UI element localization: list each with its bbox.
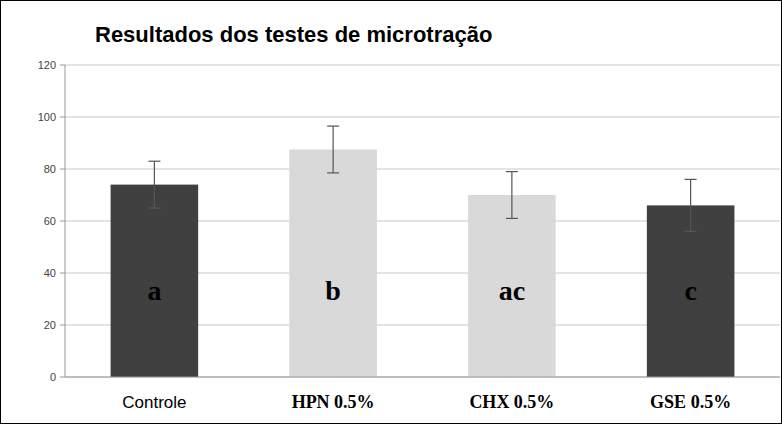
bar bbox=[468, 195, 556, 377]
grid-line bbox=[65, 377, 780, 378]
frame bbox=[1, 1, 782, 424]
tick-mark bbox=[60, 117, 65, 118]
bar bbox=[111, 185, 199, 377]
tick-mark bbox=[60, 65, 65, 66]
category-label: CHX 0.5% bbox=[469, 392, 554, 412]
error-bar-line bbox=[333, 126, 334, 173]
category-label: GSE 0.5% bbox=[650, 392, 731, 412]
bar bbox=[289, 150, 377, 378]
tick-label: 60 bbox=[44, 215, 56, 227]
bar bbox=[647, 205, 735, 377]
error-bar bbox=[327, 126, 339, 173]
error-bar-line bbox=[506, 218, 518, 219]
chart-container: 0 20 40 60 80 100 120 a b ac c Controle HPN 0.5% CHX … bbox=[0, 0, 782, 424]
error-bar-line bbox=[327, 125, 339, 126]
tick-label: 0 bbox=[50, 371, 56, 383]
error-bar-line bbox=[154, 161, 155, 208]
error-bar-line bbox=[327, 172, 339, 173]
tick-mark bbox=[60, 169, 65, 170]
chart-svg: 0 20 40 60 80 100 120 a b ac c Controle HPN 0.5% CHX … bbox=[0, 0, 782, 424]
error-bar bbox=[685, 179, 697, 231]
tick-label: 40 bbox=[44, 267, 56, 279]
error-bar-line bbox=[148, 161, 160, 162]
tick-mark bbox=[60, 325, 65, 326]
grid-line bbox=[65, 169, 780, 170]
tick-label: 100 bbox=[38, 111, 56, 123]
error-bar-line bbox=[506, 171, 518, 172]
category-label: HPN 0.5% bbox=[292, 392, 375, 412]
error-bar bbox=[148, 161, 160, 208]
title: Resultados dos testes de microtração bbox=[95, 22, 492, 47]
error-bar-line bbox=[685, 179, 697, 180]
tick-label: 80 bbox=[44, 163, 56, 175]
tick-mark bbox=[60, 377, 65, 378]
grid-line bbox=[65, 117, 780, 118]
x-axis bbox=[65, 377, 780, 378]
error-bar-line bbox=[511, 172, 512, 219]
annotation: b bbox=[325, 275, 341, 306]
category-label: Controle bbox=[122, 393, 186, 412]
tick-label: 120 bbox=[38, 59, 56, 71]
error-bar-line bbox=[685, 231, 697, 232]
annotation: c bbox=[684, 275, 696, 306]
grid-line bbox=[65, 65, 780, 66]
tick-label: 20 bbox=[44, 319, 56, 331]
annotation: ac bbox=[499, 275, 525, 306]
tick-mark bbox=[60, 221, 65, 222]
tick-mark bbox=[60, 273, 65, 274]
error-bar-line bbox=[690, 179, 691, 231]
bars bbox=[111, 126, 735, 377]
y-axis bbox=[65, 65, 66, 377]
annotation: a bbox=[147, 275, 161, 306]
error-bar bbox=[506, 172, 518, 219]
error-bar-line bbox=[148, 207, 160, 208]
